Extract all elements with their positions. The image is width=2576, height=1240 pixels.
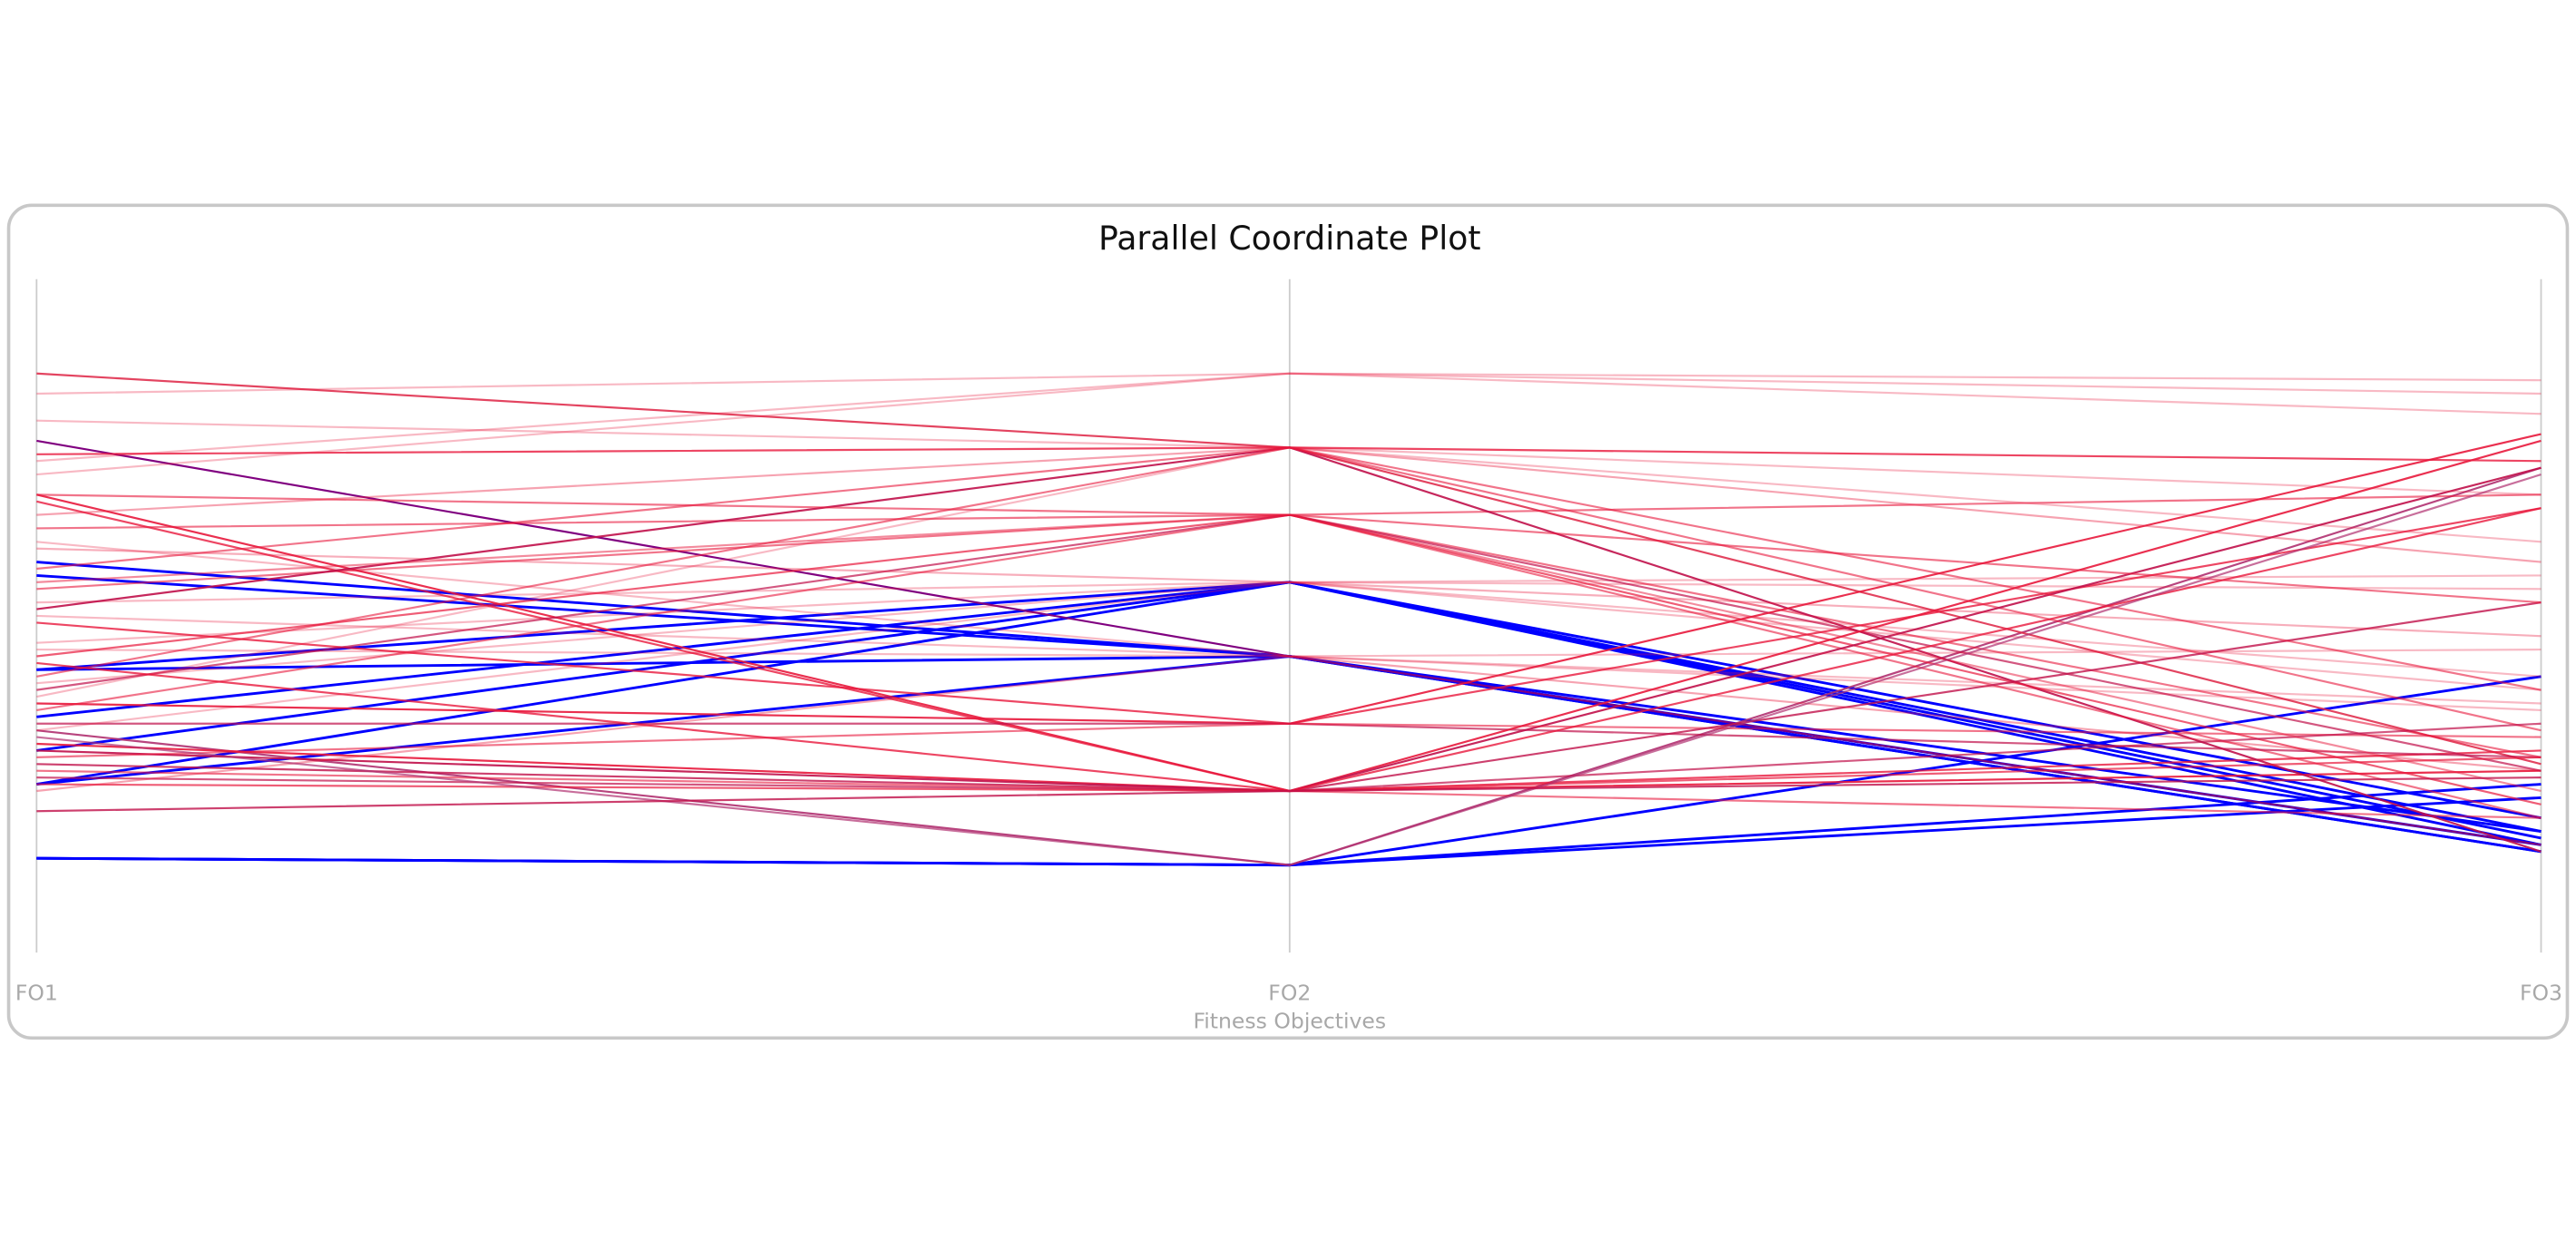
series-line-26 bbox=[36, 581, 2542, 644]
series-line-48 bbox=[36, 649, 2542, 658]
series-line-47 bbox=[36, 513, 2542, 793]
axis-label-fo2: FO2 bbox=[1268, 981, 1311, 1006]
series-line-51 bbox=[36, 474, 2542, 866]
series-line-23 bbox=[36, 574, 2542, 604]
series-line-37 bbox=[36, 722, 2542, 758]
series-line-54 bbox=[36, 446, 2542, 563]
series-line-55 bbox=[36, 776, 2542, 813]
series-line-15 bbox=[36, 372, 2542, 395]
series-line-42 bbox=[36, 655, 2542, 793]
series-line-21 bbox=[36, 541, 2542, 705]
series-line-49 bbox=[36, 581, 2542, 691]
axis-label-fo1: FO1 bbox=[15, 981, 58, 1006]
series-line-53 bbox=[36, 614, 2542, 711]
axis-label-fo3: FO3 bbox=[2520, 981, 2562, 1006]
series-line-34 bbox=[36, 581, 2542, 732]
x-axis-title: Fitness Objectives bbox=[1193, 1008, 1386, 1033]
series-line-17 bbox=[36, 372, 2542, 463]
chart-title: Parallel Coordinate Plot bbox=[1098, 219, 1481, 258]
series-line-46 bbox=[36, 446, 2542, 691]
series-line-52 bbox=[36, 547, 2542, 638]
series-line-45 bbox=[36, 372, 2542, 476]
